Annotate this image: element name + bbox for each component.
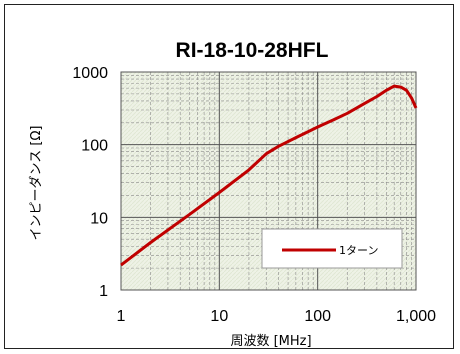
legend-label-1: 1ターン	[339, 244, 378, 257]
y-tick-label: 10	[90, 210, 108, 227]
y-tick-label: 1000	[72, 65, 108, 82]
y-axis-label: インピーダンス [Ω]	[29, 126, 44, 241]
y-tick-label: 1	[99, 283, 108, 300]
series-layer	[120, 84, 418, 267]
x-tick-label: 1,000	[396, 308, 436, 325]
x-tick-label: 1	[117, 308, 126, 325]
series-line-1	[120, 84, 418, 267]
y-tick-label: 100	[81, 138, 108, 155]
x-tick-label: 100	[304, 308, 331, 325]
x-tick-label: 10	[210, 308, 228, 325]
plot-border	[120, 71, 417, 291]
legend: 1ターン	[261, 228, 403, 269]
x-axis-label: 周波数 [MHz]	[230, 334, 311, 349]
chart-title: RI-18-10-28HFL	[176, 39, 329, 62]
tick-labels: 1 10 100 1,000 1000 100 10 1	[72, 65, 436, 325]
